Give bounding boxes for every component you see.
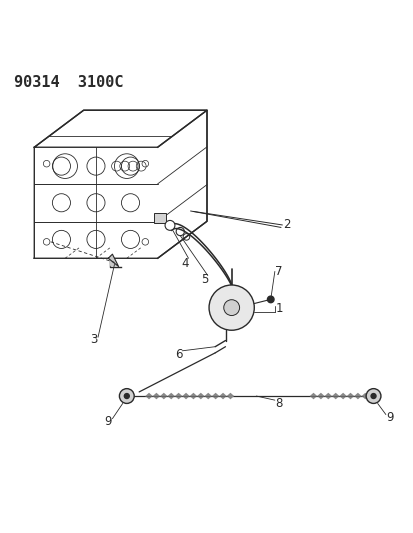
Polygon shape: [167, 393, 175, 399]
Circle shape: [267, 296, 273, 303]
Text: 90314  3100C: 90314 3100C: [14, 75, 123, 90]
Polygon shape: [145, 393, 152, 399]
Polygon shape: [324, 393, 331, 399]
Text: 9: 9: [385, 411, 393, 424]
Circle shape: [119, 389, 134, 403]
Circle shape: [370, 393, 375, 399]
Circle shape: [165, 221, 175, 230]
Polygon shape: [152, 393, 160, 399]
Polygon shape: [316, 393, 324, 399]
Text: 3: 3: [90, 333, 97, 346]
Text: 4: 4: [181, 257, 189, 270]
Polygon shape: [226, 393, 234, 399]
Polygon shape: [346, 393, 354, 399]
Polygon shape: [339, 393, 346, 399]
Polygon shape: [309, 393, 316, 399]
Text: 7: 7: [275, 265, 282, 278]
Polygon shape: [219, 393, 226, 399]
Polygon shape: [160, 393, 167, 399]
Polygon shape: [189, 393, 197, 399]
Text: 6: 6: [175, 349, 183, 361]
Text: 1: 1: [275, 302, 282, 316]
Polygon shape: [204, 393, 211, 399]
Polygon shape: [197, 393, 204, 399]
Polygon shape: [108, 254, 118, 266]
Text: 8: 8: [275, 397, 282, 409]
Circle shape: [209, 285, 254, 330]
Text: 9: 9: [104, 415, 112, 428]
Polygon shape: [331, 393, 339, 399]
Circle shape: [124, 393, 129, 399]
Text: 2: 2: [283, 218, 290, 231]
Polygon shape: [211, 393, 219, 399]
Polygon shape: [182, 393, 189, 399]
Polygon shape: [175, 393, 182, 399]
Text: 5: 5: [201, 273, 208, 286]
Circle shape: [365, 389, 380, 403]
Circle shape: [223, 300, 239, 316]
Bar: [153, 213, 166, 223]
Polygon shape: [354, 393, 361, 399]
Polygon shape: [361, 393, 368, 399]
